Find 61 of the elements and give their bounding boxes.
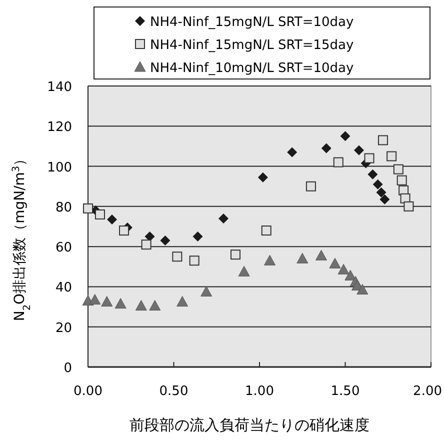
- y-tick-label: 140: [47, 80, 72, 95]
- point: [356, 284, 368, 294]
- point: [230, 250, 240, 260]
- point: [172, 252, 182, 262]
- point: [107, 214, 118, 224]
- point: [218, 213, 228, 224]
- point: [189, 256, 200, 266]
- point: [340, 131, 350, 142]
- point: [321, 143, 332, 154]
- point: [83, 203, 93, 214]
- point: [135, 300, 147, 311]
- point: [354, 145, 364, 156]
- x-tick-label: 2.00: [413, 384, 442, 399]
- y-tick-label: 100: [47, 160, 72, 176]
- point: [378, 135, 388, 146]
- point: [114, 298, 126, 309]
- point: [315, 250, 327, 260]
- point: [160, 236, 170, 246]
- point: [287, 147, 298, 158]
- point: [101, 296, 113, 307]
- x-tick-label: 0.50: [159, 384, 188, 399]
- point: [329, 258, 341, 268]
- point: [89, 294, 101, 305]
- point: [258, 172, 268, 182]
- point: [380, 194, 390, 204]
- point: [368, 169, 378, 180]
- point: [95, 209, 106, 220]
- legend-label: NH4-Ninf_10mgN/L SRT=10day: [150, 61, 354, 76]
- y-tick-label: 60: [55, 240, 72, 256]
- point: [261, 226, 272, 236]
- point: [396, 175, 407, 186]
- point: [376, 187, 386, 198]
- legend-label: NH4-Ninf_15mgN/L SRT=10day: [150, 15, 354, 30]
- point: [264, 254, 276, 266]
- x-tick-label: 1.00: [245, 384, 274, 399]
- point: [200, 286, 212, 296]
- point: [364, 153, 374, 164]
- y-tick-label: 40: [55, 280, 72, 296]
- point: [306, 181, 316, 192]
- y-tick-label: 120: [47, 120, 72, 136]
- x-tick-label: 1.50: [330, 384, 360, 399]
- point: [393, 164, 404, 174]
- point: [296, 252, 308, 264]
- point: [372, 179, 383, 190]
- point: [333, 157, 344, 168]
- x-tick-label: 0.00: [74, 384, 102, 399]
- point: [338, 264, 350, 274]
- y-tick-label: 0: [64, 361, 72, 376]
- point: [238, 266, 250, 276]
- point: [386, 151, 397, 162]
- legend-label: NH4-Ninf_15mgN/L SRT=15day: [150, 38, 354, 53]
- point: [404, 201, 414, 212]
- x-axis-title: 前段部の流入負荷当たりの硝化速度: [130, 416, 370, 434]
- y-tick-label: 80: [55, 200, 72, 216]
- y-tick-label: 20: [55, 320, 72, 336]
- point: [176, 296, 188, 307]
- point: [144, 232, 155, 242]
- point: [141, 240, 152, 250]
- point: [149, 300, 161, 311]
- point: [119, 226, 130, 236]
- point: [192, 232, 203, 242]
